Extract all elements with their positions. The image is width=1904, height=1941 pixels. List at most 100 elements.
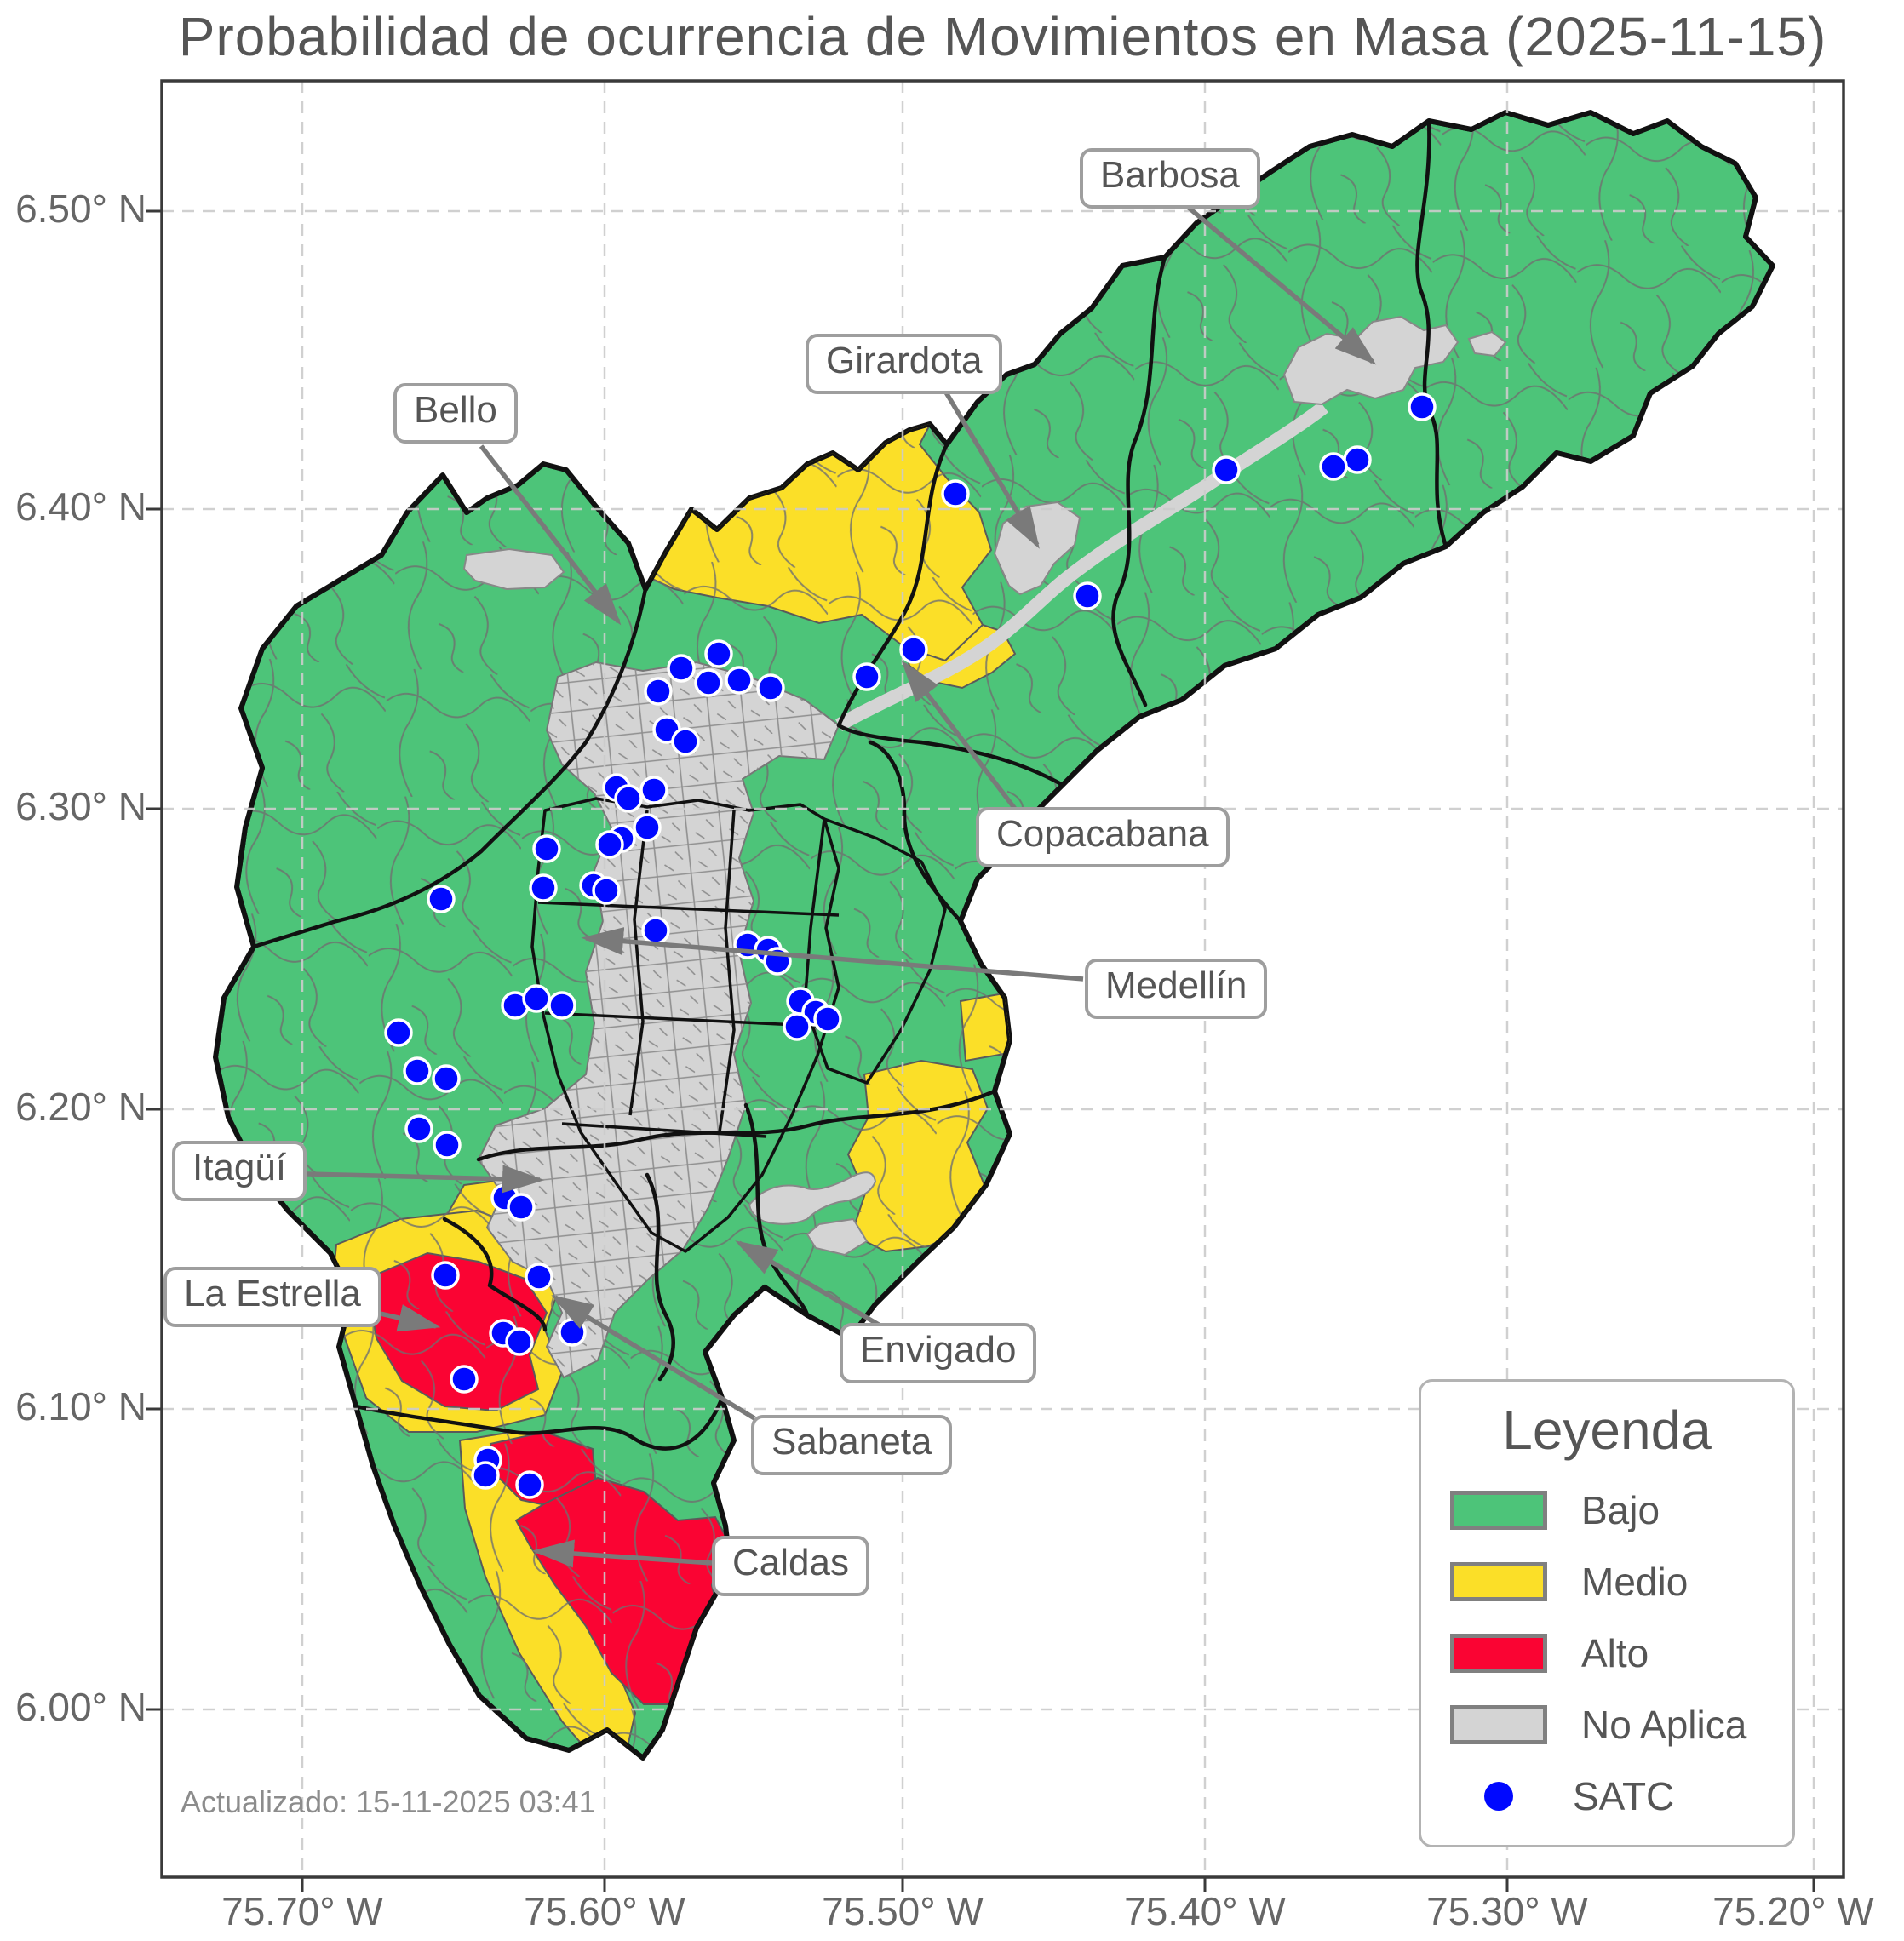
y-tick-0: 6.50° N	[15, 186, 146, 231]
label-bello: Bello	[393, 383, 518, 444]
satc-dot	[641, 916, 670, 945]
arrow-girardota	[941, 386, 1040, 549]
legend-label-alto: Alto	[1581, 1631, 1649, 1675]
urban-envigado-east	[748, 1171, 877, 1225]
label-laestrella: La Estrella	[163, 1267, 381, 1327]
satc-dot	[852, 662, 881, 691]
satc-dot	[783, 1012, 811, 1041]
satc-dot	[432, 1064, 461, 1093]
satc-dot	[941, 479, 970, 508]
label-copacabana: Copacabana	[976, 807, 1230, 867]
axes-frame	[146, 79, 1845, 1892]
satc-stations	[384, 392, 1437, 1499]
x-tick-3: 75.40° W	[1124, 1889, 1286, 1933]
legend-swatch-medio	[1450, 1562, 1547, 1601]
arrow-caldas	[531, 1539, 713, 1568]
satc-dot	[813, 1005, 842, 1033]
satc-dot	[532, 834, 561, 863]
satc-dot	[899, 635, 928, 664]
satc-dot	[1343, 445, 1372, 474]
x-tick-5: 75.20° W	[1712, 1889, 1874, 1933]
satc-dot	[403, 1056, 432, 1085]
label-barbosa: Barbosa	[1080, 148, 1260, 209]
satc-dot	[525, 1263, 553, 1291]
satc-dot	[384, 1018, 413, 1047]
legend-item-bajo: Bajo	[1450, 1487, 1792, 1533]
satc-dot	[450, 1365, 479, 1394]
label-medellin: Medellín	[1085, 959, 1268, 1019]
label-envigado: Envigado	[840, 1323, 1037, 1383]
satc-dot	[725, 666, 754, 695]
satc-dot	[592, 876, 621, 905]
satc-dot	[404, 1114, 433, 1143]
legend-marker-cell	[1450, 1782, 1547, 1811]
satc-dot	[558, 1318, 587, 1347]
y-tick-3: 6.20° N	[15, 1085, 146, 1129]
satc-dot	[639, 776, 668, 804]
arrow-medellin	[581, 927, 1084, 982]
satc-dot	[633, 813, 662, 842]
satc-dot	[1319, 452, 1348, 481]
satc-dot	[756, 673, 785, 702]
y-tick-5: 6.00° N	[15, 1685, 146, 1729]
satc-dot	[595, 830, 624, 859]
satc-dot	[433, 1131, 462, 1159]
legend-item-alto: Alto	[1450, 1630, 1792, 1676]
legend-item-satc: SATC	[1450, 1773, 1792, 1819]
arrow-bello	[479, 444, 622, 626]
label-sabaneta: Sabaneta	[751, 1415, 953, 1475]
legend: Leyenda Bajo Medio Alto No Aplica SATC	[1419, 1379, 1795, 1847]
legend-item-no-aplica: No Aplica	[1450, 1702, 1792, 1748]
legend-item-medio: Medio	[1450, 1559, 1792, 1605]
arrow-sabaneta	[551, 1295, 756, 1421]
x-tick-2: 75.50° W	[822, 1889, 984, 1933]
satc-dot	[431, 1261, 460, 1290]
label-girardota: Girardota	[806, 334, 1003, 394]
satc-dot	[471, 1461, 500, 1490]
satc-dot	[694, 668, 723, 697]
label-caldas: Caldas	[712, 1536, 869, 1596]
page-title: Probabilidad de ocurrencia de Movimiento…	[178, 6, 1827, 67]
x-tick-0: 75.70° W	[221, 1889, 383, 1933]
satc-dot	[507, 1193, 536, 1222]
arrow-itagui	[275, 1165, 545, 1194]
satc-dot	[667, 654, 696, 683]
legend-swatch-no-aplica	[1450, 1705, 1547, 1744]
y-tick-1: 6.40° N	[15, 484, 146, 529]
satc-dot-icon	[1484, 1782, 1513, 1811]
legend-swatch-alto	[1450, 1634, 1547, 1673]
legend-label-no-aplica: No Aplica	[1581, 1703, 1747, 1747]
satc-dot	[704, 639, 733, 668]
arrow-copacabana	[901, 660, 1018, 810]
callout-arrows	[275, 205, 1377, 1568]
updated-timestamp: Actualizado: 15-11-2025 03:41	[181, 1784, 596, 1819]
satc-dot	[427, 885, 456, 913]
satc-dot	[644, 677, 673, 706]
legend-label-bajo: Bajo	[1581, 1488, 1660, 1532]
legend-label-satc: SATC	[1573, 1774, 1675, 1818]
arrow-barbosa	[1187, 205, 1377, 365]
legend-label-medio: Medio	[1581, 1560, 1689, 1604]
arrow-envigado	[735, 1240, 880, 1327]
x-tick-4: 75.30° W	[1426, 1889, 1588, 1933]
y-tick-2: 6.30° N	[15, 784, 146, 828]
label-itagui: Itagüí	[172, 1141, 307, 1201]
satc-dot	[671, 727, 700, 756]
satc-dot	[614, 784, 643, 813]
satc-dot	[529, 873, 558, 902]
satc-dot	[522, 984, 551, 1013]
satc-dot	[515, 1470, 544, 1499]
legend-title: Leyenda	[1502, 1400, 1712, 1461]
y-tick-4: 6.10° N	[15, 1384, 146, 1429]
x-tick-1: 75.60° W	[524, 1889, 685, 1933]
comuna-borders	[530, 797, 947, 1253]
satc-dot	[1408, 392, 1437, 421]
urban-bello-west	[462, 547, 565, 591]
satc-dot	[548, 991, 576, 1020]
satc-dot	[505, 1327, 534, 1356]
legend-swatch-bajo	[1450, 1491, 1547, 1530]
satc-dot	[1073, 581, 1102, 610]
satc-dot	[1212, 455, 1241, 484]
